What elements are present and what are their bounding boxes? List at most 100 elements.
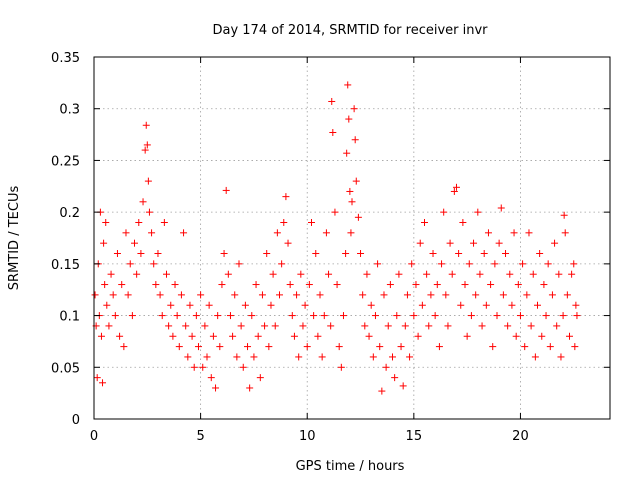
- data-point: [457, 301, 465, 309]
- data-point: [512, 332, 520, 340]
- data-point: [491, 260, 499, 268]
- data-point: [346, 187, 354, 195]
- data-point: [433, 281, 441, 289]
- data-point: [344, 81, 352, 89]
- data-point: [118, 281, 126, 289]
- data-point: [531, 353, 539, 361]
- data-point: [254, 332, 262, 340]
- data-point: [101, 281, 109, 289]
- data-point: [382, 363, 390, 371]
- data-point: [194, 343, 202, 351]
- data-point: [540, 281, 548, 289]
- data-point: [399, 382, 407, 390]
- data-point: [201, 322, 209, 330]
- data-point: [561, 229, 569, 237]
- data-point: [442, 291, 450, 299]
- data-point: [190, 363, 198, 371]
- data-point: [105, 322, 113, 330]
- data-point: [239, 363, 247, 371]
- data-point: [444, 322, 452, 330]
- data-point: [218, 281, 226, 289]
- data-point: [209, 332, 217, 340]
- data-point: [322, 229, 330, 237]
- data-point: [120, 343, 128, 351]
- data-point: [347, 229, 355, 237]
- data-point: [493, 312, 501, 320]
- data-point: [102, 218, 110, 226]
- data-point: [452, 183, 460, 191]
- data-point: [519, 260, 527, 268]
- data-point: [482, 301, 490, 309]
- data-point: [465, 260, 473, 268]
- data-point: [205, 301, 213, 309]
- chart-title: Day 174 of 2014, SRMTID for receiver inv…: [212, 23, 488, 38]
- data-point: [521, 343, 529, 351]
- data-point: [263, 250, 271, 258]
- data-point: [303, 343, 311, 351]
- data-point: [301, 301, 309, 309]
- data-point: [271, 322, 279, 330]
- data-point: [529, 270, 537, 278]
- data-points: [91, 81, 581, 395]
- data-point: [216, 343, 224, 351]
- data-point: [261, 322, 269, 330]
- data-point: [133, 270, 141, 278]
- data-point: [328, 97, 336, 105]
- data-point: [128, 312, 136, 320]
- data-point: [534, 301, 542, 309]
- data-point: [342, 250, 350, 258]
- data-point: [414, 332, 422, 340]
- data-point: [525, 229, 533, 237]
- data-point: [551, 239, 559, 247]
- data-point: [116, 332, 124, 340]
- data-point: [499, 291, 507, 299]
- data-point: [269, 270, 277, 278]
- data-point: [333, 281, 341, 289]
- data-point: [310, 312, 318, 320]
- data-point: [403, 291, 411, 299]
- data-point: [345, 115, 353, 123]
- data-point: [267, 301, 275, 309]
- data-point: [376, 343, 384, 351]
- data-point: [250, 353, 258, 361]
- data-point: [139, 198, 147, 206]
- data-point: [142, 121, 150, 129]
- data-point: [380, 291, 388, 299]
- data-point: [487, 281, 495, 289]
- data-point: [93, 374, 101, 382]
- grid: [94, 57, 610, 419]
- data-point: [131, 239, 139, 247]
- data-point: [343, 149, 351, 157]
- data-point: [312, 250, 320, 258]
- data-point: [199, 363, 207, 371]
- data-point: [386, 281, 394, 289]
- data-point: [186, 301, 194, 309]
- data-point: [165, 322, 173, 330]
- data-point: [220, 250, 228, 258]
- data-point: [148, 229, 156, 237]
- data-point: [278, 260, 286, 268]
- data-point: [516, 312, 524, 320]
- data-point: [258, 291, 266, 299]
- data-point: [395, 270, 403, 278]
- data-point: [508, 301, 516, 309]
- data-point: [354, 213, 362, 221]
- data-point: [111, 312, 119, 320]
- data-point: [369, 353, 377, 361]
- x-tick-label: 10: [299, 429, 316, 444]
- data-point: [265, 343, 273, 351]
- data-point: [182, 322, 190, 330]
- data-point: [305, 281, 313, 289]
- data-point: [393, 312, 401, 320]
- data-point: [126, 260, 134, 268]
- data-point: [371, 312, 379, 320]
- data-point: [173, 312, 181, 320]
- data-point: [431, 312, 439, 320]
- data-point: [418, 301, 426, 309]
- data-point: [335, 343, 343, 351]
- data-point: [348, 198, 356, 206]
- data-point: [109, 291, 117, 299]
- data-point: [233, 353, 241, 361]
- data-point: [339, 312, 347, 320]
- data-point: [546, 343, 554, 351]
